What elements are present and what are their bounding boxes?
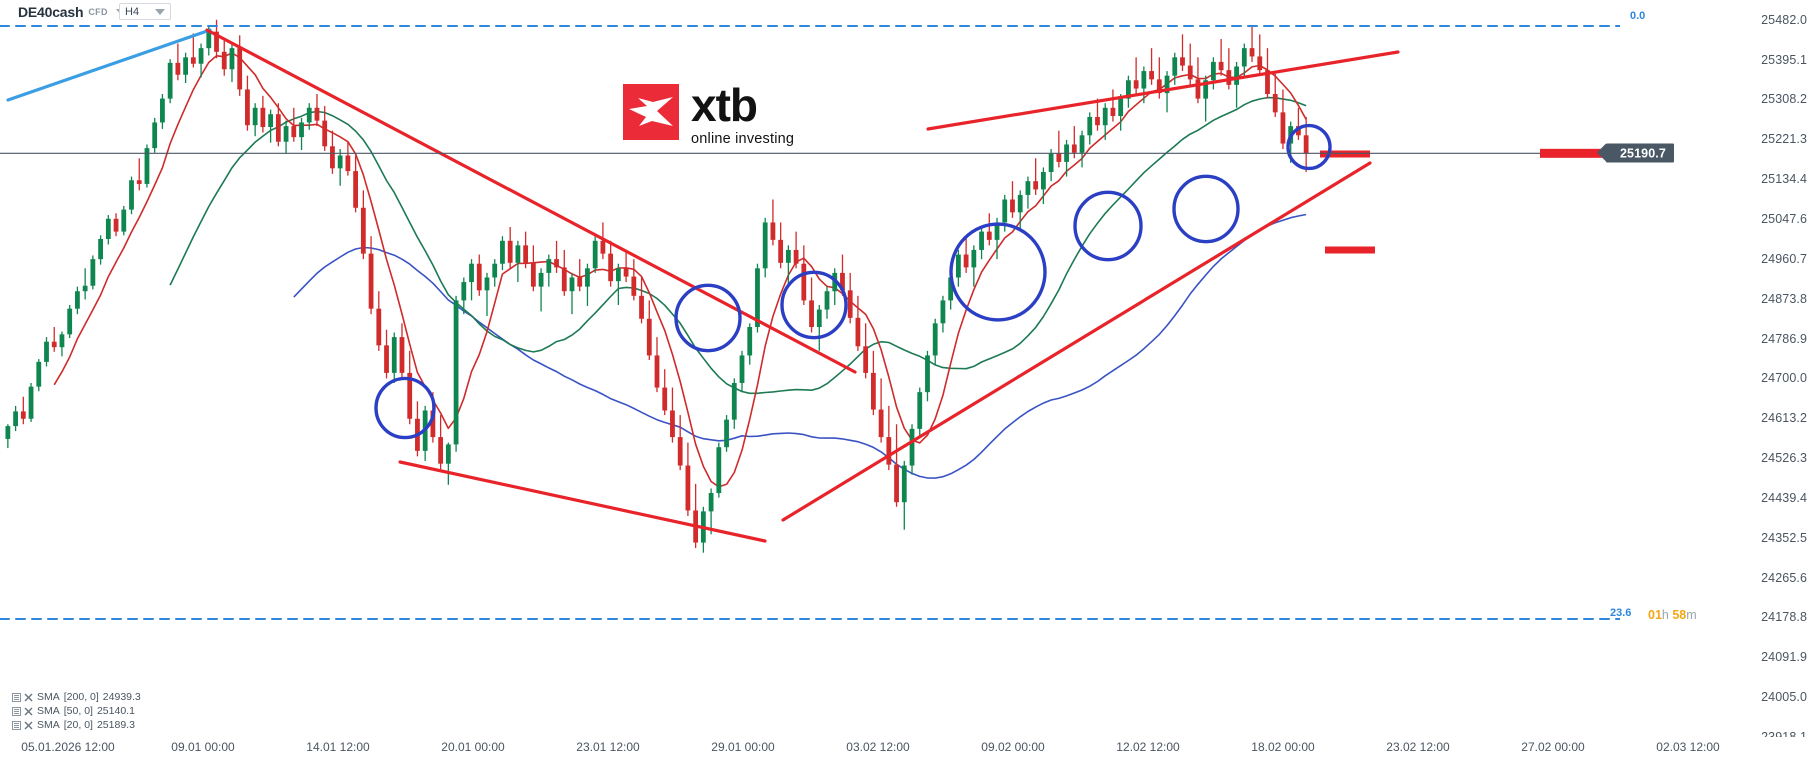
legend-indicator-value: 25140.1 (96, 705, 135, 717)
countdown-hours-unit: h (1661, 608, 1669, 622)
signal-circle-3[interactable] (780, 270, 848, 340)
signal-circle-4[interactable] (949, 222, 1047, 322)
price-axis-label: 24613.2 (1761, 411, 1807, 426)
bar-countdown-timer: 01h 58m (1648, 608, 1697, 622)
legend-indicator-value: 24939.3 (102, 691, 141, 703)
chart-plot-area[interactable] (0, 0, 1621, 737)
price-axis-label: 24091.9 (1761, 650, 1807, 665)
price-axis-label: 24700.0 (1761, 371, 1807, 386)
legend-indicator-name: SMA (37, 705, 60, 717)
price-axis-label: 25482.0 (1761, 12, 1807, 27)
moving-average-lines (53, 52, 1307, 488)
price-axis-label: 24786.9 (1761, 331, 1807, 346)
time-axis-label: 23.02 12:00 (1386, 740, 1450, 754)
signal-circle-5[interactable] (1073, 190, 1143, 262)
signal-circle-annotations[interactable] (374, 123, 1332, 440)
price-axis-label: 25395.1 (1761, 52, 1807, 67)
time-axis-label: 20.01 00:00 (441, 740, 505, 754)
symbol-selector[interactable]: DE40cash CFD (18, 4, 126, 20)
fib-level-0-label: 0.0 (1630, 10, 1646, 22)
timeframe-selector[interactable]: H4 (119, 3, 171, 20)
signal-circle-2[interactable] (674, 283, 742, 353)
price-axis-label: 25308.2 (1761, 92, 1807, 107)
countdown-minutes-unit: m (1686, 608, 1697, 622)
time-axis-label: 27.02 00:00 (1521, 740, 1585, 754)
price-axis-label: 24873.8 (1761, 291, 1807, 306)
trend-line-annotations[interactable] (0, 25, 1621, 620)
settings-icon[interactable] (12, 720, 21, 730)
price-axis-label: 24352.5 (1761, 530, 1807, 545)
rising-support-early[interactable] (6, 28, 212, 102)
price-axis-label: 25221.3 (1761, 132, 1807, 147)
time-axis-label: 12.02 12:00 (1116, 740, 1180, 754)
price-axis-label: 24265.6 (1761, 570, 1807, 585)
time-axis-label: 14.01 12:00 (306, 740, 370, 754)
time-axis[interactable]: 05.01.2026 12:00 09.01 00:00 14.01 12:00 20… (0, 737, 1815, 761)
time-axis-label: 29.01 00:00 (711, 740, 775, 754)
brand-name: xtb (691, 79, 758, 131)
instrument-type-label: CFD (88, 7, 108, 17)
rising-wedge-lower[interactable] (781, 161, 1372, 522)
price-axis-label: 24439.4 (1761, 490, 1807, 505)
current-price-value: 25190.7 (1620, 146, 1666, 161)
legend-indicator-params: [50, 0] (63, 705, 93, 717)
price-axis-label: 24178.8 (1761, 610, 1807, 625)
indicator-legend: SMA [200, 0] 24939.3 SMA [50, 0] 25140.1 SMA [2… (12, 690, 141, 732)
legend-indicator-params: [20, 0] (63, 719, 93, 731)
legend-indicator-name: SMA (37, 719, 60, 731)
price-axis-label: 24005.0 (1761, 690, 1807, 705)
current-price-tag: 25190.7 (1597, 143, 1674, 163)
legend-row[interactable]: SMA [20, 0] 25189.3 (12, 718, 141, 732)
legend-indicator-value: 25189.3 (96, 719, 135, 731)
time-axis-label: 02.03 12:00 (1656, 740, 1720, 754)
timeframe-label: H4 (125, 5, 140, 18)
settings-icon[interactable] (12, 706, 21, 716)
signal-circle-1[interactable] (374, 376, 436, 440)
signal-circle-6[interactable] (1172, 174, 1240, 244)
close-icon[interactable] (24, 707, 33, 716)
xtb-watermark-logo: xtb online investing (623, 79, 795, 147)
chevron-down-icon[interactable] (155, 8, 165, 15)
time-axis-label: 09.01 00:00 (171, 740, 235, 754)
price-axis[interactable]: 25482.0 25395.1 25308.2 25221.3 25134.4 25047… (1597, 0, 1815, 744)
time-axis-label: 05.01.2026 12:00 (21, 740, 115, 754)
current-price-marker (1540, 148, 1620, 158)
chart-header: DE40cash CFD H4 (0, 0, 1815, 26)
legend-indicator-params: [200, 0] (63, 691, 99, 703)
symbol-name: DE40cash (18, 4, 84, 20)
brand-tagline: online investing (691, 130, 795, 147)
xtb-logo-text: xtb online investing (691, 79, 795, 147)
falling-support[interactable] (398, 460, 767, 543)
signal-circle-7[interactable] (1286, 123, 1332, 171)
rising-wedge-upper[interactable] (926, 50, 1400, 131)
price-axis-label: 25047.6 (1761, 211, 1807, 226)
price-axis-label: 24960.7 (1761, 251, 1807, 266)
price-axis-label: 24526.3 (1761, 451, 1807, 466)
fib-level-236-label: 23.6 (1610, 607, 1632, 619)
countdown-minutes: 58 (1672, 608, 1687, 622)
chart-canvas[interactable] (0, 0, 1621, 737)
legend-indicator-name: SMA (37, 691, 60, 703)
xtb-x-mark-icon (623, 84, 679, 140)
falling-resistance[interactable] (205, 28, 857, 374)
settings-icon[interactable] (12, 692, 21, 702)
countdown-hours: 01 (1648, 608, 1662, 622)
time-axis-label: 23.01 12:00 (576, 740, 640, 754)
time-axis-label: 09.02 00:00 (981, 740, 1045, 754)
legend-row[interactable]: SMA [200, 0] 24939.3 (12, 690, 141, 704)
legend-row[interactable]: SMA [50, 0] 25140.1 (12, 704, 141, 718)
close-icon[interactable] (24, 721, 33, 730)
close-icon[interactable] (24, 693, 33, 702)
time-axis-label: 18.02 00:00 (1251, 740, 1315, 754)
time-axis-label: 03.02 12:00 (846, 740, 910, 754)
price-axis-label: 25134.4 (1761, 172, 1807, 187)
